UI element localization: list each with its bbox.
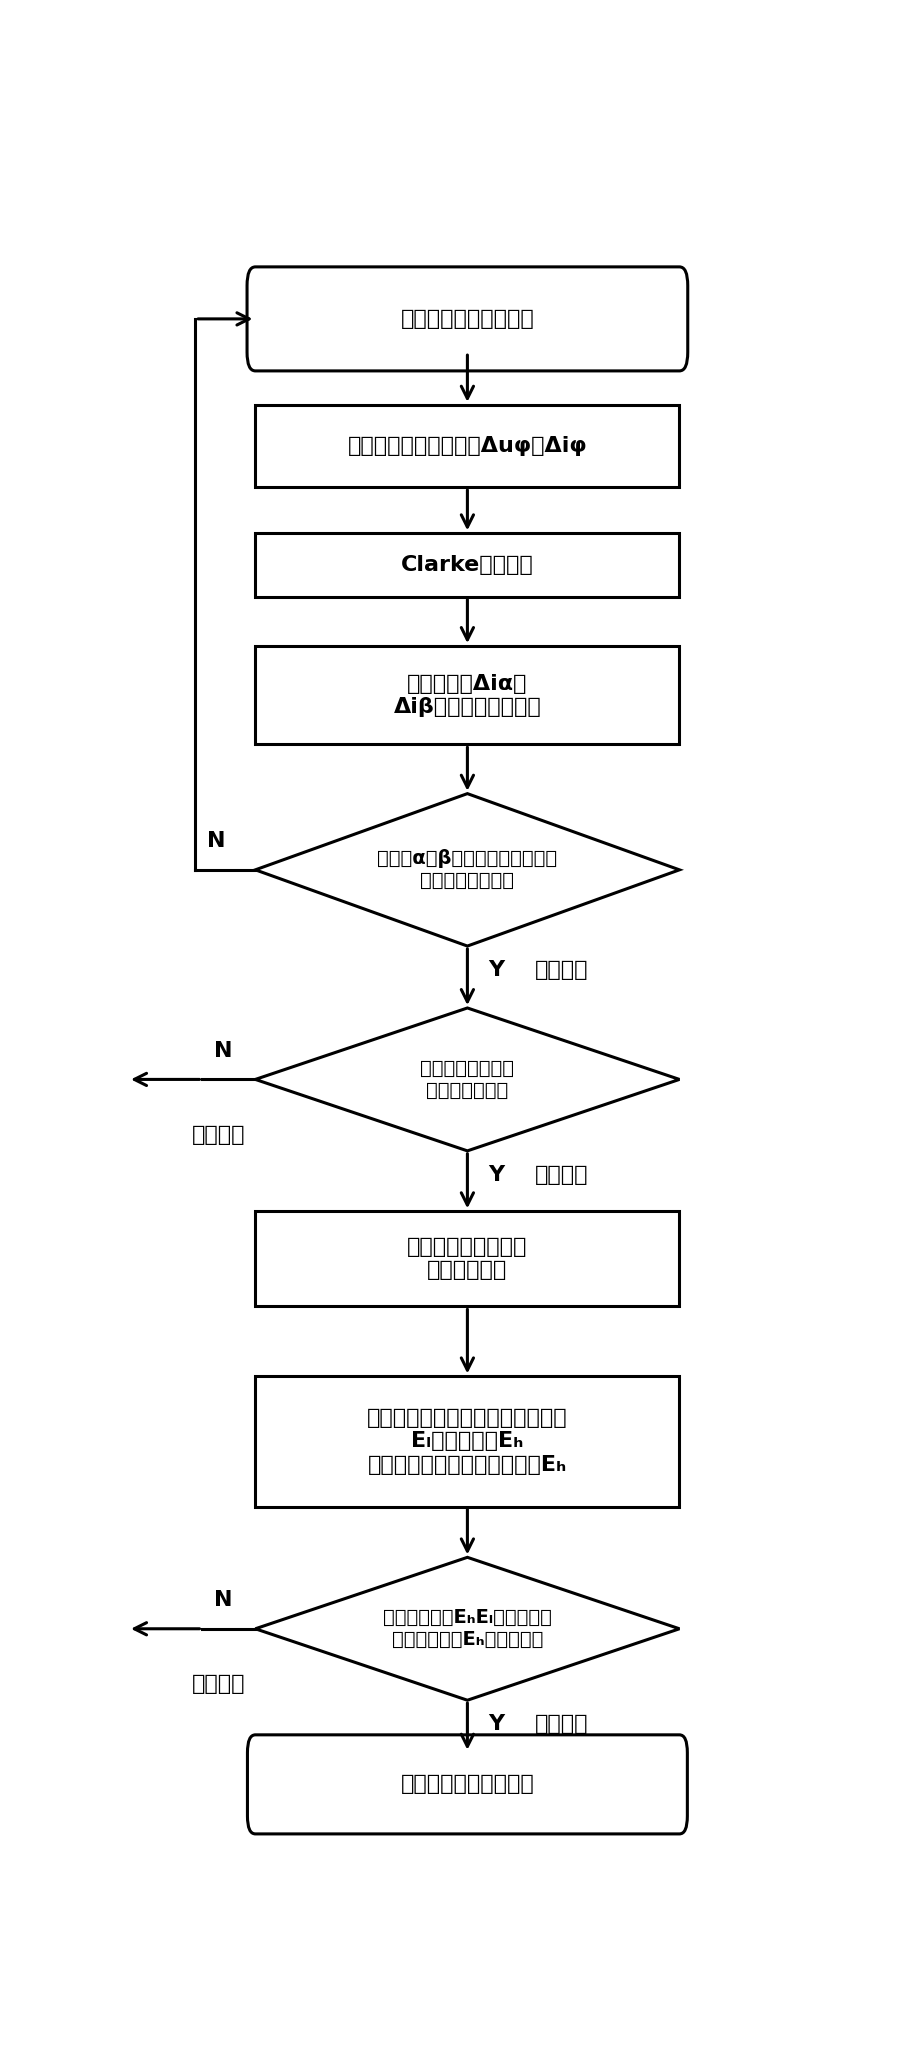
Text: 区内故障: 区内故障 (534, 1714, 588, 1734)
Bar (255, 1210, 679, 1307)
Text: 线模量电流Δiα、
Δiβ的数学形态学梯度: 线模量电流Δiα、 Δiβ的数学形态学梯度 (393, 674, 541, 718)
FancyBboxPatch shape (247, 1734, 687, 1833)
Text: 电压、电流故障分量：Δuφ、Δiφ: 电压、电流故障分量：Δuφ、Δiφ (347, 435, 587, 456)
Bar (255, 534, 679, 596)
Polygon shape (255, 1008, 679, 1151)
Text: Y: Y (488, 1714, 504, 1734)
Text: 线模量反行波时域
能量＞门槛值？: 线模量反行波时域 能量＞门槛值？ (420, 1060, 514, 1099)
Text: 正向故障: 正向故障 (534, 1165, 588, 1186)
Text: N: N (207, 831, 226, 852)
Bar (255, 1375, 679, 1507)
Text: Y: Y (488, 1165, 504, 1186)
Text: Y: Y (488, 961, 504, 979)
Text: Clarke相模变换: Clarke相模变换 (401, 555, 533, 575)
Text: 远逆变站侧：EₕEₗ＞门槛值？
近逆变站侧：Eₕ＞门槛值？: 远逆变站侧：EₕEₗ＞门槛值？ 近逆变站侧：Eₕ＞门槛值？ (383, 1608, 551, 1650)
Polygon shape (255, 794, 679, 946)
Bar (255, 645, 679, 744)
Text: N: N (214, 1590, 232, 1610)
Text: 反向故障: 反向故障 (191, 1126, 245, 1144)
FancyBboxPatch shape (247, 266, 687, 371)
Text: 线模量反行波的同步
挤压小波变换: 线模量反行波的同步 挤压小波变换 (407, 1237, 527, 1281)
Text: N: N (214, 1041, 232, 1060)
Text: 远逆变站侧：反行波特征频率能量
Eₗ、高频能量Eₕ
近逆变站侧：反行波高频能量Eₕ: 远逆变站侧：反行波特征频率能量 Eₗ、高频能量Eₕ 近逆变站侧：反行波高频能量E… (367, 1408, 567, 1474)
Text: 保护启动: 保护启动 (534, 961, 588, 979)
Text: 区外故障: 区外故障 (191, 1674, 245, 1695)
Polygon shape (255, 1557, 679, 1701)
Bar (255, 404, 679, 487)
Text: 三相电压、电流采样值: 三相电压、电流采样值 (400, 309, 534, 328)
Text: 保护动作，发跳闸命令: 保护动作，发跳闸命令 (400, 1775, 534, 1794)
Text: 线模量α和β形态梯度模极大值之
较大者＞门槛值？: 线模量α和β形态梯度模极大值之 较大者＞门槛值？ (377, 850, 557, 891)
